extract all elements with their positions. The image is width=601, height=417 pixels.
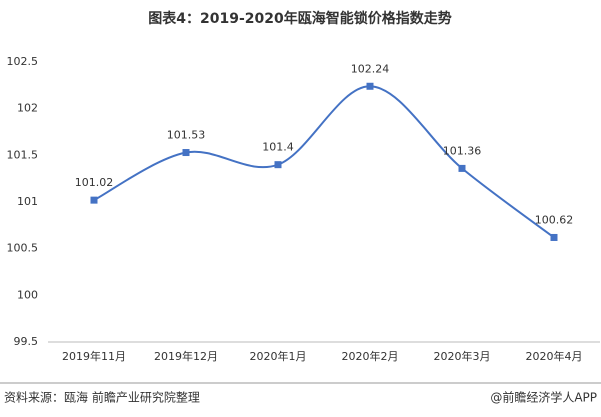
source-note: 资料来源：瓯海 前瞻产业研究院整理 <box>4 390 200 405</box>
y-tick-label: 99.5 <box>14 335 39 348</box>
point-marker <box>90 196 98 204</box>
y-tick-label: 100 <box>17 288 38 301</box>
point-marker <box>182 149 190 157</box>
x-tick-label: 2020年1月 <box>250 349 307 363</box>
data-label: 101.4 <box>262 141 294 154</box>
data-label: 102.24 <box>351 62 390 75</box>
y-tick-label: 102 <box>17 102 38 115</box>
data-label: 101.36 <box>443 144 482 157</box>
y-tick-label: 100.5 <box>7 242 39 255</box>
x-tick-label: 2019年12月 <box>154 349 218 363</box>
series-line <box>93 85 555 239</box>
point-marker <box>274 161 282 169</box>
x-tick-label: 2020年2月 <box>342 349 399 363</box>
data-label: 101.53 <box>167 129 206 142</box>
x-tick-label: 2020年3月 <box>434 349 491 363</box>
brand-note: @前瞻经济学人APP <box>490 390 597 405</box>
y-tick-label: 102.5 <box>7 55 39 68</box>
y-tick-label: 101.5 <box>7 148 39 161</box>
point-marker <box>550 233 558 241</box>
x-tick-label: 2019年11月 <box>62 349 126 363</box>
y-tick-label: 101 <box>17 195 38 208</box>
x-tick-label: 2020年4月 <box>526 349 583 363</box>
data-label: 100.62 <box>535 213 574 226</box>
data-label: 101.02 <box>75 176 114 189</box>
point-marker <box>366 82 374 90</box>
point-marker <box>458 164 466 172</box>
chart-title: 图表4：2019-2020年瓯海智能锁价格指数走势 <box>148 10 451 27</box>
